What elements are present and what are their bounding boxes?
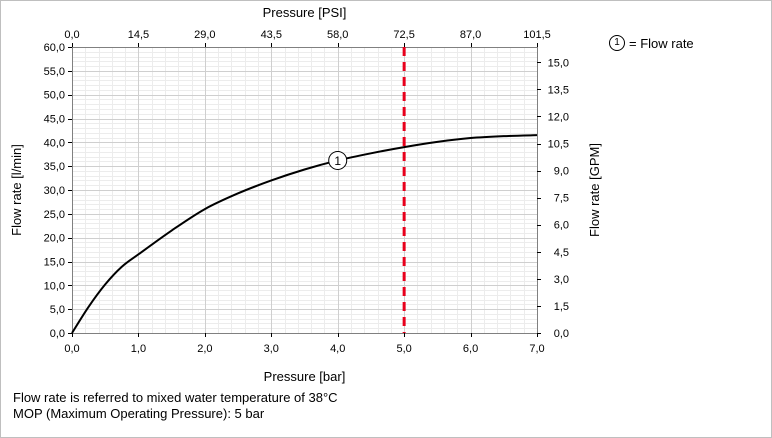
plot-border	[72, 47, 538, 334]
y2-tick-label: 4,5	[554, 247, 569, 259]
y-tick-label: 5,0	[50, 304, 65, 316]
y-tick-label: 15,0	[44, 257, 65, 269]
tick-marks	[68, 43, 541, 337]
legend-marker: 1	[609, 35, 625, 51]
y2-tick-label: 9,0	[554, 166, 569, 178]
x2-tick-label: 14,5	[128, 29, 149, 41]
x2-tick-label: 58,0	[327, 29, 348, 41]
y-axis-title: Flow rate [l/min]	[9, 144, 24, 236]
x2-tick-label: 101,5	[523, 29, 551, 41]
y-tick-label: 40,0	[44, 137, 65, 149]
x-axis-title: Pressure [bar]	[264, 369, 346, 384]
x-tick-label: 3,0	[264, 343, 279, 355]
y-tick-label: 25,0	[44, 209, 65, 221]
y-tick-label: 0,0	[50, 328, 65, 340]
x-tick-label: 4,0	[330, 343, 345, 355]
y2-tick-label: 7,5	[554, 193, 569, 205]
note-temperature: Flow rate is referred to mixed water tem…	[13, 390, 338, 405]
y-tick-label: 30,0	[44, 185, 65, 197]
x-tick-label: 1,0	[131, 343, 146, 355]
x2-tick-label: 0,0	[64, 29, 79, 41]
y-tick-label: 20,0	[44, 233, 65, 245]
x2-tick-label: 43,5	[261, 29, 282, 41]
note-mop: MOP (Maximum Operating Pressure): 5 bar	[13, 406, 265, 421]
y-tick-label: 60,0	[44, 42, 65, 54]
chart-notes: Flow rate is referred to mixed water tem…	[13, 390, 338, 422]
x2-tick-label: 29,0	[194, 29, 215, 41]
x-tick-label: 0,0	[64, 343, 79, 355]
y2-tick-label: 12,0	[548, 111, 569, 123]
series-line-flow-rate	[71, 134, 538, 334]
y-tick-label: 50,0	[44, 90, 65, 102]
y2-tick-label: 6,0	[554, 220, 569, 232]
x2-tick-label: 87,0	[460, 29, 481, 41]
x2-axis-title: Pressure [PSI]	[263, 5, 347, 20]
y2-tick-label: 1,5	[554, 301, 569, 313]
y-tick-label: 35,0	[44, 161, 65, 173]
curve-marker-circle	[328, 150, 348, 170]
y2-axis-title: Flow rate [GPM]	[587, 143, 602, 237]
x-tick-label: 5,0	[396, 343, 411, 355]
y2-tick-label: 0,0	[554, 328, 569, 340]
legend: 1 = Flow rate	[609, 35, 694, 51]
y2-tick-label: 13,5	[548, 84, 569, 96]
x2-tick-label: 72,5	[393, 29, 414, 41]
x-tick-label: 2,0	[197, 343, 212, 355]
y2-tick-label: 3,0	[554, 274, 569, 286]
y-tick-label: 45,0	[44, 114, 65, 126]
y2-tick-label: 15,0	[548, 57, 569, 69]
curve-marker-label: 1	[334, 154, 341, 168]
y-tick-label: 55,0	[44, 66, 65, 78]
x-tick-label: 6,0	[463, 343, 478, 355]
y2-tick-label: 10,5	[548, 139, 569, 151]
y-tick-label: 10,0	[44, 280, 65, 292]
x-tick-label: 7,0	[529, 343, 544, 355]
legend-text: = Flow rate	[629, 35, 694, 51]
